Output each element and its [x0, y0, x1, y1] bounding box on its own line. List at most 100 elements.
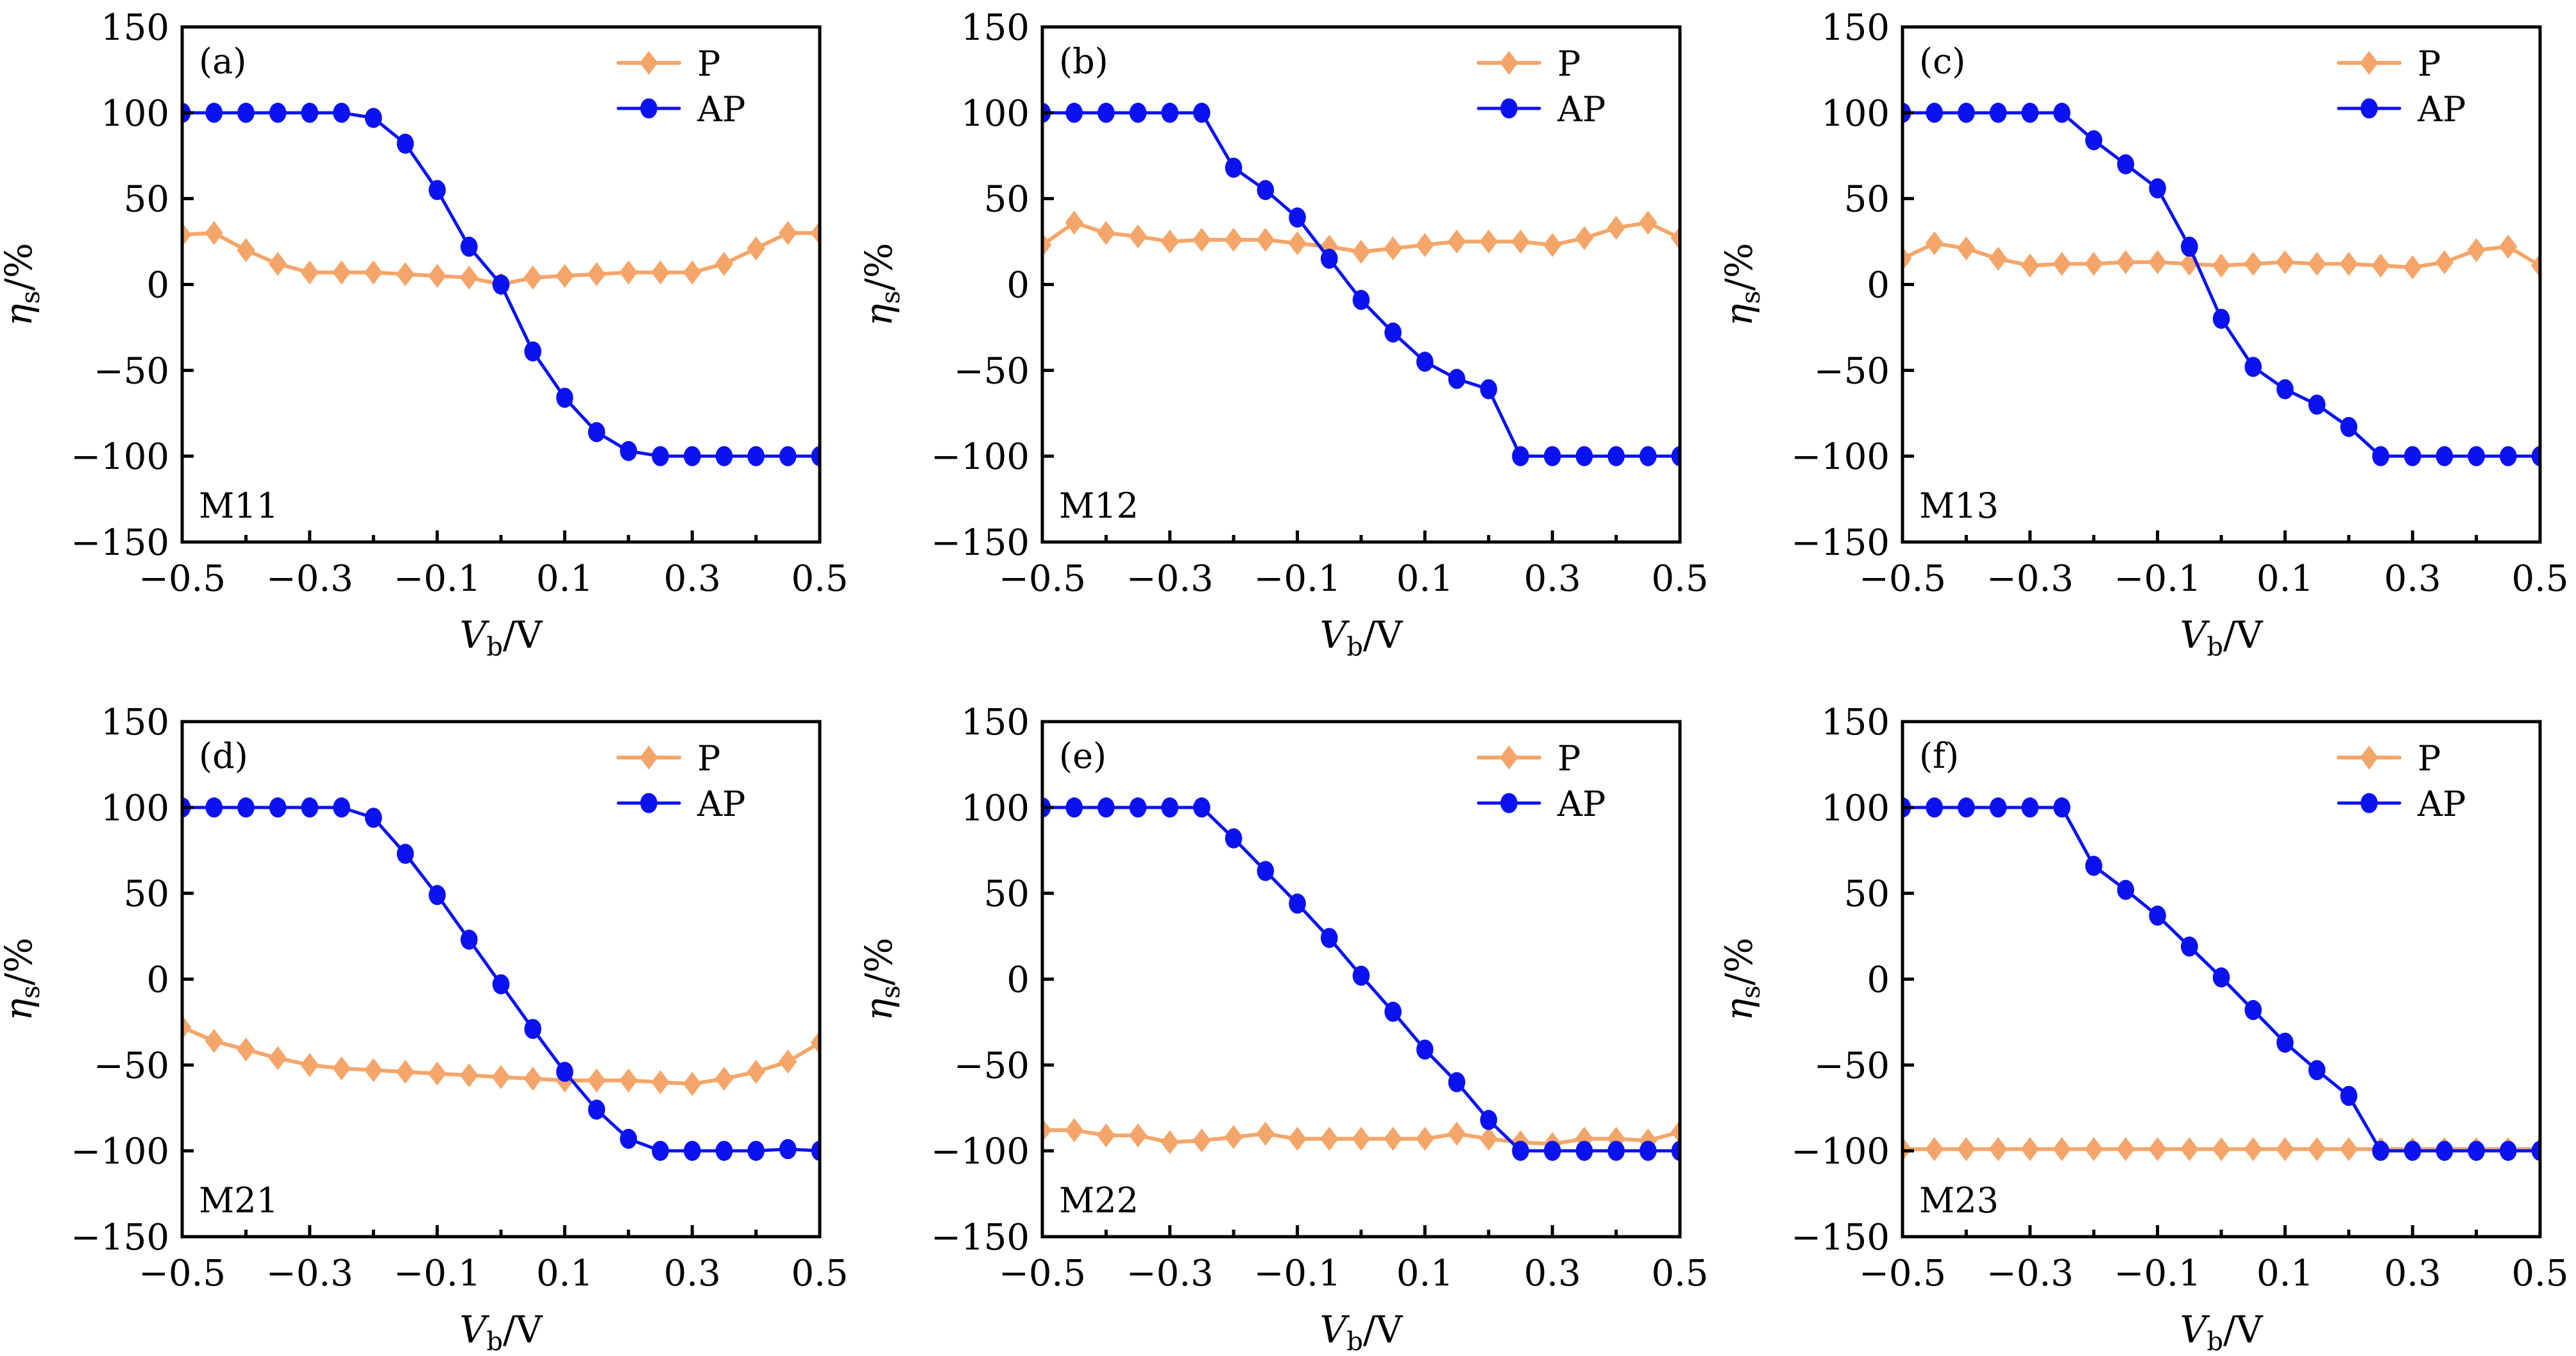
x-axis-label-unit: /V	[503, 613, 543, 657]
chart-panel-d: −0.5 −0.3 −0.1 0.1 0.3 0.5 150 100 50 0 −50 −100 −15…	[0, 702, 849, 1356]
x-tick-label: 0.1	[536, 558, 593, 600]
data-point-ap	[683, 1140, 701, 1161]
data-point-ap	[2500, 1140, 2517, 1161]
data-point-p	[1192, 228, 1211, 252]
data-point-p	[237, 1037, 255, 1062]
data-point-ap	[1065, 797, 1083, 818]
data-point-ap	[1097, 103, 1115, 123]
data-point-p	[460, 1063, 479, 1088]
x-tick-label: −0.1	[2114, 558, 2201, 600]
data-point-p	[1352, 1126, 1371, 1151]
y-tick-label: −150	[931, 1217, 1030, 1259]
y-tick-label: 100	[1821, 93, 1890, 135]
data-point-p	[1607, 216, 1625, 240]
data-point-p	[2339, 1137, 2359, 1162]
data-point-p	[523, 1066, 542, 1091]
data-point-p	[555, 264, 574, 288]
data-point-ap	[2244, 1000, 2262, 1021]
x-axis-label-subscript: b	[486, 632, 503, 662]
y-tick-label: 0	[146, 960, 169, 1001]
x-tick-label: 0.5	[2511, 1253, 2568, 1294]
data-point-ap	[1321, 248, 1338, 269]
data-point-ap	[2372, 446, 2389, 466]
data-point-ap	[1480, 379, 1498, 400]
x-tick-label: −0.3	[266, 1253, 353, 1294]
data-point-p	[1957, 236, 1976, 261]
data-point-ap	[2436, 446, 2453, 466]
data-point-p	[396, 1060, 415, 1084]
data-point-p	[1575, 226, 1594, 250]
legend-marker-circle	[1500, 793, 1518, 813]
data-point-ap	[811, 446, 820, 466]
data-point-ap	[301, 103, 319, 123]
data-point-p	[396, 262, 415, 287]
y-tick-label: 0	[1006, 265, 1030, 307]
data-point-ap	[1607, 1140, 1625, 1161]
data-point-ap	[396, 133, 414, 154]
legend-marker-diamond	[1500, 745, 1518, 770]
data-point-p	[2148, 1137, 2167, 1162]
y-tick-label: −100	[1791, 436, 1890, 478]
data-point-ap	[428, 885, 446, 906]
data-point-ap	[1671, 446, 1680, 466]
legend-marker-diamond	[2360, 51, 2378, 75]
x-tick-label: −0.1	[394, 558, 481, 600]
legend-label-p: P	[697, 738, 720, 779]
data-point-ap	[2117, 154, 2135, 174]
data-point-p	[1160, 1130, 1180, 1155]
data-point-p	[2084, 1137, 2103, 1162]
data-point-ap	[1257, 861, 1275, 881]
data-point-ap	[588, 422, 606, 443]
panel-letter: (c)	[1919, 41, 1965, 81]
legend-item-ap: AP	[1477, 784, 1606, 824]
y-tick-label: 0	[1006, 960, 1030, 1001]
data-point-ap	[2340, 1085, 2358, 1106]
x-tick-label: −0.5	[1859, 1253, 1946, 1294]
legend-marker-circle	[1500, 98, 1518, 119]
data-point-p	[715, 1066, 734, 1091]
y-tick-label: 100	[101, 93, 169, 135]
data-point-p	[1256, 1121, 1275, 1146]
data-point-ap	[2021, 103, 2039, 123]
data-point-ap	[1129, 103, 1147, 123]
data-point-p	[587, 262, 606, 287]
x-tick-label: −0.5	[139, 558, 226, 600]
legend-marker-circle	[2360, 793, 2378, 813]
y-tick-label: −100	[71, 436, 169, 478]
data-point-ap	[1097, 797, 1115, 818]
data-point-p	[1224, 228, 1243, 252]
x-tick-label: −0.1	[1254, 558, 1341, 600]
data-point-p	[1042, 1118, 1052, 1142]
data-point-ap	[1448, 369, 1466, 389]
legend-item-p: P	[2337, 738, 2441, 779]
panel-letter: (e)	[1059, 736, 1106, 776]
data-point-ap	[2149, 905, 2166, 926]
data-point-ap	[1512, 1140, 1529, 1161]
data-point-p	[1097, 221, 1115, 245]
data-point-ap	[1384, 1001, 1402, 1022]
data-point-ap	[715, 446, 733, 466]
data-point-p	[268, 1046, 287, 1071]
data-point-p	[364, 260, 383, 285]
data-point-p	[1416, 1126, 1434, 1151]
x-tick-label: 0.3	[1524, 558, 1581, 600]
x-axis-label: Vb/V	[460, 613, 543, 662]
data-point-ap	[1321, 928, 1338, 948]
y-tick-label: 100	[961, 93, 1030, 135]
data-point-p	[300, 1053, 319, 1078]
data-point-p	[1288, 1126, 1307, 1151]
legend-label-p: P	[2418, 44, 2441, 84]
data-point-p	[1192, 1128, 1211, 1153]
data-point-p	[1288, 231, 1307, 256]
y-axis-label: ηs/%	[857, 938, 906, 1021]
plot-area	[1902, 797, 2540, 1162]
y-tick-label: −50	[954, 1045, 1030, 1087]
data-point-p	[2435, 250, 2454, 275]
y-tick-label: −50	[94, 1045, 169, 1087]
x-tick-label: 0.1	[2257, 1253, 2314, 1294]
x-tick-label: 0.5	[791, 558, 848, 600]
y-tick-label: 150	[961, 702, 1030, 743]
data-point-ap	[2308, 394, 2326, 415]
x-tick-label: 0.5	[791, 1253, 848, 1294]
data-point-ap	[524, 1019, 541, 1039]
